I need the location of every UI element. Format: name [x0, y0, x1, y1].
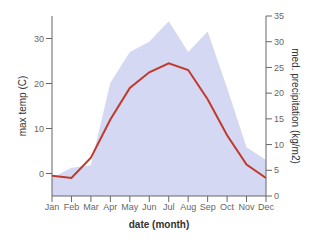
svg-text:Mar: Mar: [83, 202, 99, 212]
svg-text:Jul: Jul: [163, 202, 175, 212]
svg-text:25: 25: [274, 63, 284, 73]
svg-text:Jan: Jan: [45, 202, 60, 212]
svg-text:Dec: Dec: [258, 202, 275, 212]
svg-text:20: 20: [34, 79, 44, 89]
svg-text:Feb: Feb: [64, 202, 80, 212]
svg-text:May: May: [121, 202, 139, 212]
svg-text:Nov: Nov: [239, 202, 256, 212]
svg-text:5: 5: [274, 165, 279, 175]
svg-text:med. precipitation (kg/m2): med. precipitation (kg/m2): [290, 48, 301, 164]
svg-text:10: 10: [34, 124, 44, 134]
svg-text:Aug: Aug: [180, 202, 196, 212]
svg-text:20: 20: [274, 88, 284, 98]
svg-text:30: 30: [34, 34, 44, 44]
svg-text:15: 15: [274, 114, 284, 124]
svg-text:35: 35: [274, 11, 284, 21]
svg-text:date (month): date (month): [129, 219, 190, 230]
svg-text:0: 0: [274, 191, 279, 201]
svg-text:30: 30: [274, 37, 284, 47]
svg-text:Sep: Sep: [200, 202, 216, 212]
svg-text:10: 10: [274, 140, 284, 150]
svg-text:Oct: Oct: [220, 202, 235, 212]
svg-text:0: 0: [39, 169, 44, 179]
svg-text:max temp (C): max temp (C): [17, 76, 28, 137]
svg-text:Jun: Jun: [142, 202, 157, 212]
svg-text:Apr: Apr: [103, 202, 117, 212]
